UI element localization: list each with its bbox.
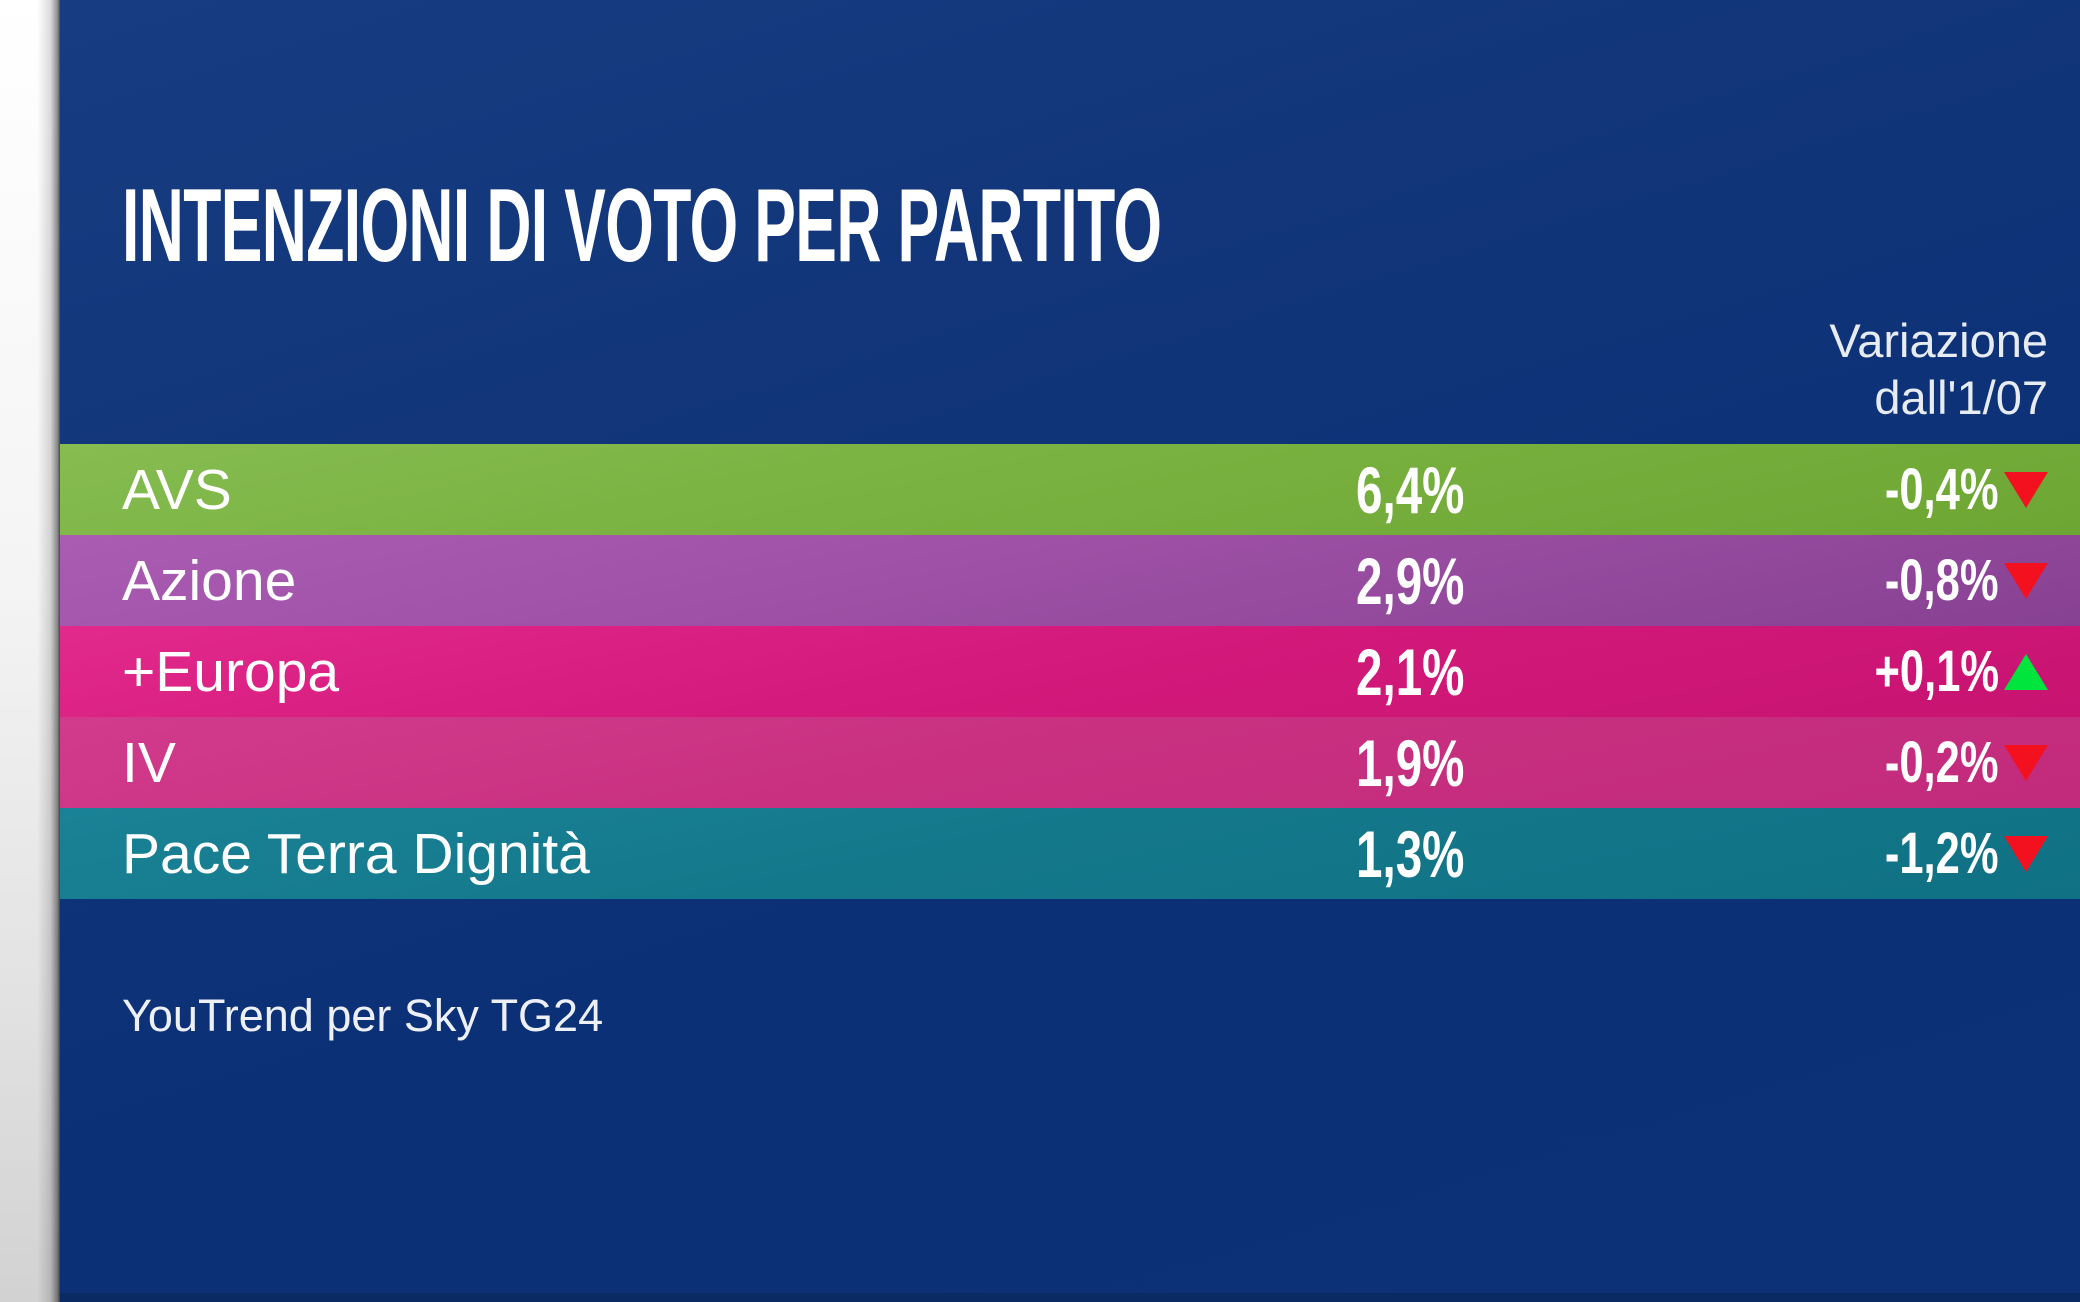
- party-name: AVS: [122, 457, 232, 522]
- party-variation: +0,1%: [1833, 626, 2048, 717]
- party-percentage: 6,4%: [1150, 444, 1670, 535]
- party-name: +Europa: [122, 639, 340, 704]
- party-percentage-text: 1,9%: [1355, 725, 1465, 800]
- party-percentage: 2,1%: [1150, 626, 1670, 717]
- party-variation-text: -0,8%: [1885, 548, 1999, 613]
- variation-header-line1: Variazione: [1829, 314, 2048, 367]
- table-row: Pace Terra Dignità 1,3% -1,2%: [60, 808, 2080, 899]
- trend-down-arrow-icon: [2004, 835, 2048, 872]
- party-variation: -0,4%: [1847, 444, 2048, 535]
- page-title-text: INTENZIONI DI VOTO PER PARTITO: [122, 168, 1162, 284]
- party-variation-text: -0,2%: [1885, 730, 1999, 795]
- source-credit: YouTrend per Sky TG24: [122, 990, 604, 1041]
- trend-down-arrow-icon: [2004, 471, 2048, 508]
- variation-header-line2: dall'1/07: [1874, 371, 2048, 424]
- party-percentage-text: 6,4%: [1355, 452, 1465, 527]
- party-name: Azione: [122, 548, 297, 613]
- variation-column-header: Variazione dall'1/07: [1829, 312, 2048, 426]
- party-name: IV: [122, 730, 176, 795]
- party-name: Pace Terra Dignità: [122, 821, 590, 886]
- trend-down-arrow-icon: [2004, 562, 2048, 599]
- party-percentage: 1,3%: [1150, 808, 1670, 899]
- party-variation-text: -0,4%: [1885, 457, 1999, 522]
- page-edge-gradient: [0, 0, 60, 1302]
- poll-table: AVS 6,4% -0,4% Azione 2,9% -0,8% +Europa…: [60, 444, 2080, 899]
- party-percentage-text: 1,3%: [1355, 816, 1465, 891]
- party-variation-text: +0,1%: [1874, 639, 1999, 704]
- table-row: IV 1,9% -0,2%: [60, 717, 2080, 808]
- trend-down-arrow-icon: [2004, 744, 2048, 781]
- panel-bottom-edge: [60, 1293, 2080, 1302]
- party-percentage-text: 2,9%: [1355, 543, 1465, 618]
- page-title: INTENZIONI DI VOTO PER PARTITO: [122, 174, 1854, 278]
- party-variation: -0,2%: [1847, 717, 2048, 808]
- party-variation: -0,8%: [1847, 535, 2048, 626]
- trend-up-arrow-icon: [2004, 653, 2048, 690]
- poll-panel: INTENZIONI DI VOTO PER PARTITO Variazion…: [60, 0, 2080, 1302]
- party-percentage: 1,9%: [1150, 717, 1670, 808]
- table-row: +Europa 2,1% +0,1%: [60, 626, 2080, 717]
- party-variation-text: -1,2%: [1885, 821, 1999, 886]
- party-percentage-text: 2,1%: [1355, 634, 1465, 709]
- table-row: AVS 6,4% -0,4%: [60, 444, 2080, 535]
- table-row: Azione 2,9% -0,8%: [60, 535, 2080, 626]
- party-percentage: 2,9%: [1150, 535, 1670, 626]
- party-variation: -1,2%: [1847, 808, 2048, 899]
